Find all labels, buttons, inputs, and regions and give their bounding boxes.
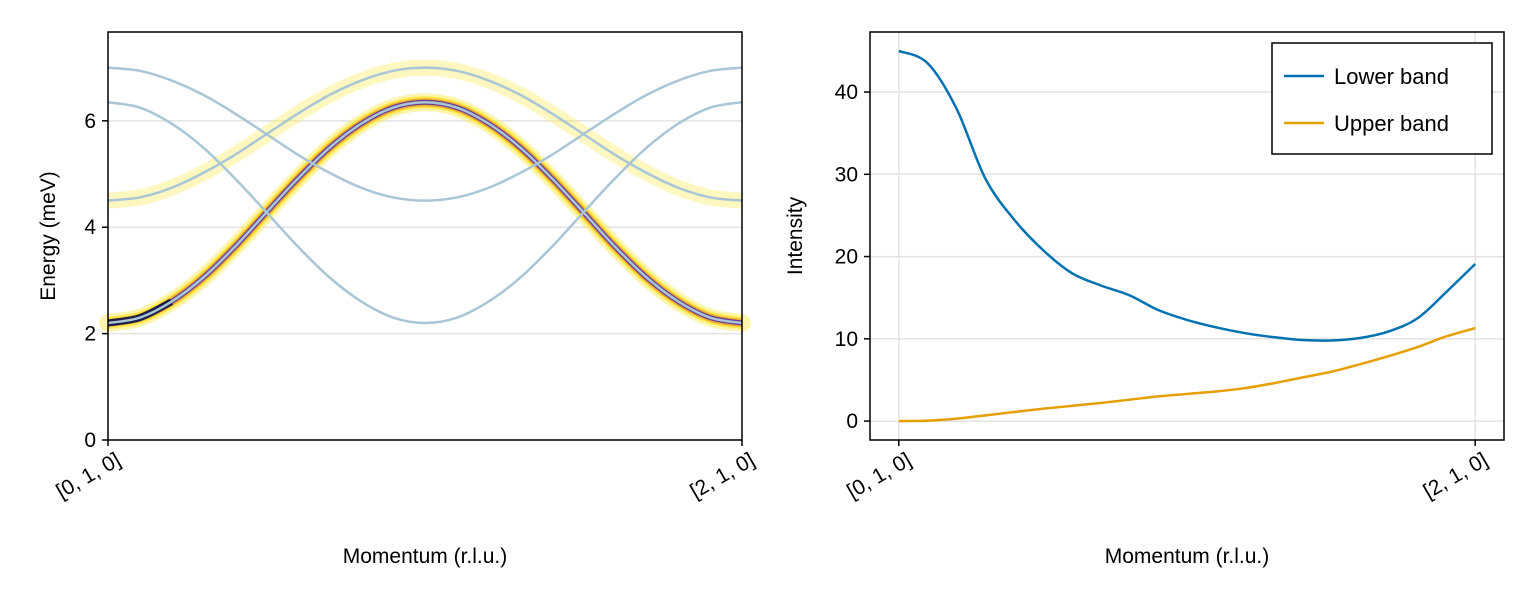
legend: Lower band Upper band	[1271, 42, 1493, 155]
left-xlabel: Momentum (r.l.u.)	[343, 545, 508, 568]
x-tick-label: [0, 1, 0]	[52, 448, 124, 503]
legend-label-upper-band: Upper band	[1334, 111, 1449, 136]
intensity-band-weak	[107, 59, 743, 209]
y-tick-label: 6	[84, 110, 96, 133]
right-plot-intensity: 0 10 20 30 40 [0, 1, 0] [2, 1, 0] Momentum (r.…	[784, 31, 1505, 568]
intensity-band-halo	[99, 93, 751, 332]
right-axes-frame	[869, 31, 1505, 441]
right-xlabel: Momentum (r.l.u.)	[1105, 545, 1270, 568]
intensity-band-inner	[107, 99, 743, 326]
series-line-lower-band	[898, 49, 1477, 342]
y-tick-label: 0	[84, 429, 96, 452]
dispersion-curve	[107, 66, 743, 202]
legend-frame	[1271, 42, 1493, 155]
left-ylabel: Energy (meV)	[37, 171, 60, 301]
intensity-band-outer	[107, 96, 743, 329]
y-tick-label: 0	[846, 410, 858, 433]
y-tick-label: 2	[84, 323, 96, 346]
series-line-upper-band	[898, 326, 1476, 423]
x-tick-label: [2, 1, 0]	[1420, 448, 1492, 503]
legend-label-lower-band: Lower band	[1334, 64, 1449, 89]
y-tick-label: 40	[835, 81, 858, 104]
y-tick-label: 4	[84, 216, 96, 239]
x-tick-label: [2, 1, 0]	[686, 448, 758, 503]
y-tick-label: 30	[835, 163, 858, 186]
dispersion-curve	[107, 66, 743, 202]
y-tick-label: 20	[835, 246, 858, 269]
x-tick-label: [0, 1, 0]	[843, 448, 915, 503]
y-tick-label: 10	[835, 328, 858, 351]
left-plot-energy-dispersion: 0 2 4 6 [0, 1, 0] [2, 1, 0] Momentum (r.l.u.)…	[37, 31, 759, 568]
intensity-band-mid	[107, 98, 743, 327]
dispersion-curve	[107, 100, 743, 325]
dispersion-curve	[107, 100, 743, 325]
left-axes-frame	[107, 31, 743, 441]
right-ylabel: Intensity	[784, 196, 807, 275]
